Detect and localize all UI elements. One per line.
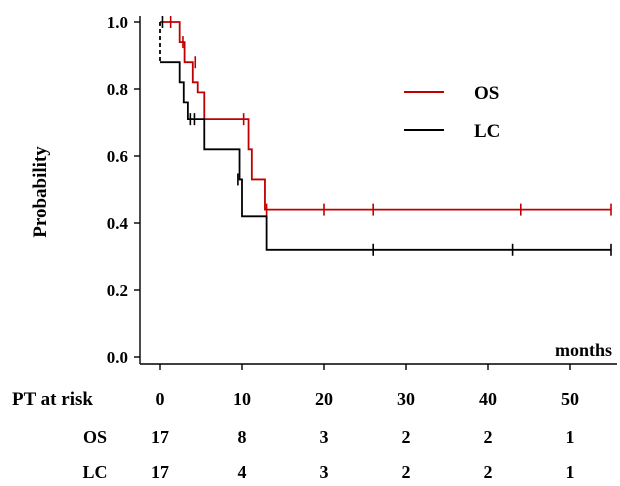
risk-time-label: 0 [156,389,165,409]
legend-label-lc: LC [474,121,500,142]
risk-row-label: OS [83,427,107,447]
risk-row-value: 3 [320,427,329,447]
series-os-line [160,21,611,211]
risk-row-value: 2 [402,427,411,447]
legend: OS LC [404,83,500,142]
risk-row-value: 2 [402,462,411,482]
risk-row-value: 2 [484,427,493,447]
y-tick-label: 0.6 [107,147,128,166]
risk-row-value: 1 [566,462,575,482]
series-lc-line [160,61,611,251]
risk-row-value: 17 [151,427,169,447]
risk-row-value: 4 [238,462,247,482]
series-layer [159,16,612,256]
risk-row-value: 1 [566,427,575,447]
risk-row-label: LC [82,462,107,482]
risk-row-value: 3 [320,462,329,482]
risk-time-label: 30 [397,389,415,409]
y-tick-label: 0.0 [107,348,128,367]
risk-row-value: 8 [238,427,247,447]
risk-row-value: 17 [151,462,169,482]
risk-table: PT at risk 0 10 20 30 40 50 OS 17 8 3 2 2 1 LC 17 4 3 2 2 1 [12,389,579,482]
axes: 0.0 0.2 0.4 0.6 0.8 1.0 Probability months [30,13,617,370]
y-tick-label: 0.4 [107,214,129,233]
legend-label-os: OS [474,83,499,104]
y-tick-label: 0.8 [107,80,128,99]
y-tick-label: 1.0 [107,13,128,32]
risk-row-value: 2 [484,462,493,482]
y-tick-label: 0.2 [107,281,128,300]
risk-table-header: PT at risk [12,389,93,410]
risk-time-label: 20 [315,389,333,409]
risk-time-label: 10 [233,389,251,409]
x-axis-label: months [555,340,612,360]
risk-time-label: 40 [479,389,497,409]
risk-time-label: 50 [561,389,579,409]
y-axis-label: Probability [30,146,51,238]
